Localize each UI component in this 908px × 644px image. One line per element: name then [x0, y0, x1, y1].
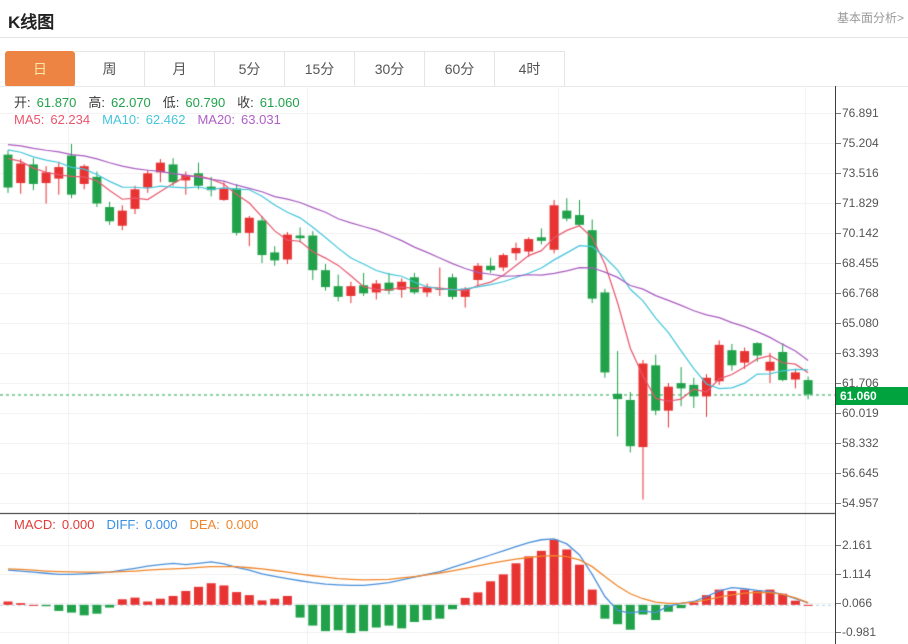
price-tick-label-tick — [836, 293, 841, 294]
header-divider — [0, 37, 908, 38]
price-tick-label: 73.516 — [842, 166, 879, 180]
tab-日[interactable]: 日 — [5, 51, 75, 87]
price-tick-label: 61.706 — [842, 376, 879, 390]
macd-tick-label-tick — [836, 603, 841, 604]
macd-tick-label-tick — [836, 632, 841, 633]
ohlc-row-item: 开: 61.870 — [14, 95, 77, 110]
price-tick-label-tick — [836, 473, 841, 474]
tab-月[interactable]: 月 — [145, 51, 215, 87]
price-tick-label-tick — [836, 413, 841, 414]
price-tick-label-tick — [836, 383, 841, 384]
price-tick-label: 54.957 — [842, 496, 879, 510]
price-tick-label: 75.204 — [842, 136, 879, 150]
ma-row-item: MA10: 62.462 — [102, 112, 186, 127]
macd-tick-label: 2.161 — [842, 538, 873, 552]
tab-5分[interactable]: 5分 — [215, 51, 285, 87]
ma-readout: MA5: 62.234 MA10: 62.462 MA20: 63.031 — [14, 112, 293, 127]
fundamental-analysis-link[interactable]: 基本面分析> — [836, 11, 904, 25]
ohlc-row-item: 高: 62.070 — [88, 95, 151, 110]
macd-tick-label-tick — [836, 545, 841, 546]
price-tick-label-tick — [836, 203, 841, 204]
tab-4时[interactable]: 4时 — [495, 51, 565, 87]
price-tick-label: 76.891 — [842, 106, 879, 120]
price-tick-label-tick — [836, 353, 841, 354]
price-tick-label: 56.645 — [842, 466, 879, 480]
macd-row-item: DEA: 0.000 — [189, 517, 259, 532]
period-tab-bar: 日周月 5分 15分 30分 60分 4时 — [5, 51, 565, 87]
price-tick-label: 71.829 — [842, 196, 879, 210]
ma-row-item: MA5: 62.234 — [14, 112, 91, 127]
macd-tick-label: 1.114 — [842, 567, 872, 581]
tab-30分[interactable]: 30分 — [355, 51, 425, 87]
price-tick-label-tick — [836, 503, 841, 504]
price-axis-line — [835, 86, 836, 644]
macd-readout: MACD: 0.000 DIFF: 0.000 DEA: 0.000 — [14, 517, 270, 532]
macd-row-item: DIFF: 0.000 — [106, 517, 178, 532]
macd-tick-label: -0.981 — [842, 625, 877, 639]
price-tick-label-tick — [836, 323, 841, 324]
price-tick-label: 60.019 — [842, 406, 879, 420]
price-tick-label: 70.142 — [842, 226, 879, 240]
price-tick-label: 68.455 — [842, 256, 879, 270]
price-tick-label-tick — [836, 233, 841, 234]
price-tick-label-tick — [836, 443, 841, 444]
price-tick-label: 65.080 — [842, 316, 879, 330]
macd-tick-label-tick — [836, 574, 841, 575]
price-tick-label-tick — [836, 143, 841, 144]
ohlc-readout: 开: 61.870 高: 62.070 低: 60.790 收: 61.060 — [14, 92, 312, 111]
kline-chart-canvas[interactable] — [0, 86, 836, 644]
price-tick-label: 66.768 — [842, 286, 879, 300]
tab-15分[interactable]: 15分 — [285, 51, 355, 87]
tab-周[interactable]: 周 — [75, 51, 145, 87]
ohlc-row-item: 低: 60.790 — [162, 95, 226, 110]
price-tick-label-tick — [836, 263, 841, 264]
price-tick-label: 58.332 — [842, 436, 879, 450]
price-tick-label-tick — [836, 173, 841, 174]
last-price-badge: 61.060 — [836, 387, 908, 405]
ma-row-item: MA20: 63.031 — [197, 112, 281, 127]
page-title: K线图 — [8, 13, 55, 32]
tab-60分[interactable]: 60分 — [425, 51, 495, 87]
macd-tick-label: 0.066 — [842, 596, 873, 610]
macd-row-item: MACD: 0.000 — [14, 517, 95, 532]
ohlc-row-item: 收: 61.060 — [237, 95, 300, 110]
price-tick-label-tick — [836, 113, 841, 114]
price-tick-label: 63.393 — [842, 346, 879, 360]
